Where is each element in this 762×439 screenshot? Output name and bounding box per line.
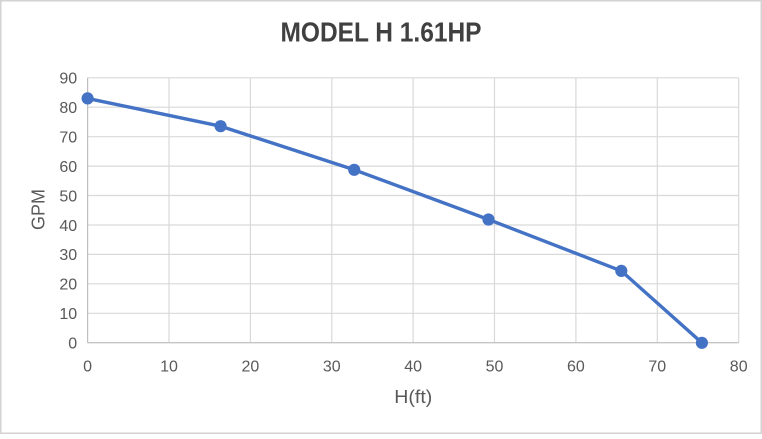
svg-text:40: 40	[59, 218, 77, 235]
svg-text:50: 50	[59, 188, 77, 205]
svg-text:30: 30	[59, 247, 77, 264]
svg-text:90: 90	[59, 71, 77, 88]
svg-text:20: 20	[59, 277, 77, 294]
svg-text:0: 0	[83, 359, 92, 376]
svg-text:70: 70	[648, 359, 666, 376]
svg-text:GPM: GPM	[29, 189, 49, 230]
svg-text:80: 80	[59, 100, 77, 117]
svg-text:10: 10	[160, 359, 178, 376]
svg-text:80: 80	[730, 359, 748, 376]
svg-text:10: 10	[59, 306, 77, 323]
svg-text:50: 50	[486, 359, 504, 376]
svg-text:0: 0	[68, 336, 77, 353]
svg-text:MODEL H 1.61HP: MODEL H 1.61HP	[281, 17, 482, 48]
svg-text:20: 20	[242, 359, 260, 376]
svg-text:70: 70	[59, 130, 77, 147]
svg-text:40: 40	[404, 359, 422, 376]
svg-text:30: 30	[323, 359, 341, 376]
svg-text:H(ft): H(ft)	[394, 387, 432, 407]
svg-text:60: 60	[567, 359, 585, 376]
svg-text:60: 60	[59, 159, 77, 176]
